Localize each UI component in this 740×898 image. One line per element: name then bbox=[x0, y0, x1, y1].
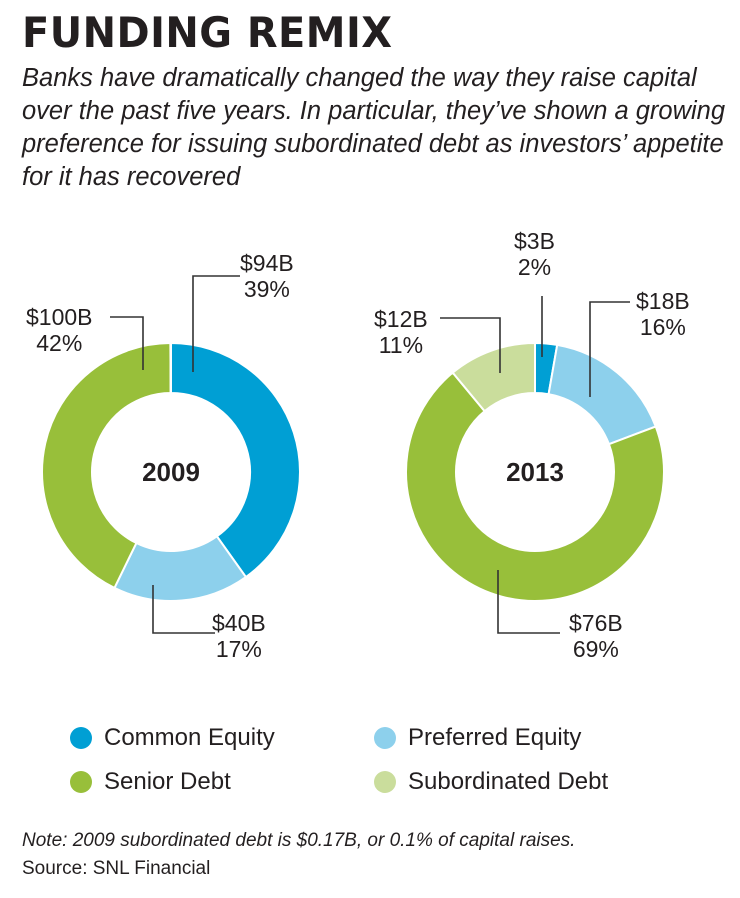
label-2009-common: $94B 39% bbox=[240, 250, 294, 302]
legend-swatch bbox=[70, 727, 92, 749]
label-2013-common: $3B 2% bbox=[514, 228, 555, 280]
chart-title: FUNDING REMIX bbox=[22, 8, 393, 57]
footnote: Note: 2009 subordinated debt is $0.17B, … bbox=[22, 830, 576, 851]
donut-center-label: 2013 bbox=[506, 457, 564, 487]
label-2013-senior: $76B 69% bbox=[569, 610, 623, 662]
donut-slice-2013-senior-debt bbox=[405, 371, 665, 602]
label-2013-preferred: $18B 16% bbox=[636, 288, 690, 340]
legend-swatch bbox=[70, 771, 92, 793]
donut-slice-2013-subordinated-debt bbox=[451, 341, 536, 413]
legend-swatch bbox=[374, 727, 396, 749]
source: Source: SNL Financial bbox=[22, 858, 211, 879]
legend-item: Preferred Equity bbox=[374, 724, 581, 752]
legend-swatch bbox=[374, 771, 396, 793]
label-2013-subordinated: $12B 11% bbox=[374, 306, 428, 358]
label-2009-preferred: $40B 17% bbox=[212, 610, 266, 662]
chart-subtitle: Banks have dramatically changed the way … bbox=[22, 64, 726, 191]
leader-line bbox=[152, 585, 215, 634]
legend-item: Common Equity bbox=[70, 724, 275, 752]
donut-center-label: 2009 bbox=[142, 457, 200, 487]
legend-item: Senior Debt bbox=[70, 768, 231, 796]
donut-slice-2013-preferred-equity bbox=[547, 343, 658, 446]
leader-line bbox=[110, 316, 144, 370]
leader-line bbox=[192, 275, 240, 372]
label-2009-senior: $100B 42% bbox=[26, 304, 93, 356]
legend-item: Subordinated Debt bbox=[374, 768, 608, 796]
leader-line bbox=[497, 570, 560, 634]
leader-line bbox=[440, 317, 501, 373]
donut-slice-2009-common-equity bbox=[170, 341, 301, 579]
donut-slice-2009-senior-debt bbox=[41, 341, 172, 590]
leader-line bbox=[589, 301, 630, 397]
donut-slice-2009-subordinated-debt bbox=[169, 341, 172, 395]
